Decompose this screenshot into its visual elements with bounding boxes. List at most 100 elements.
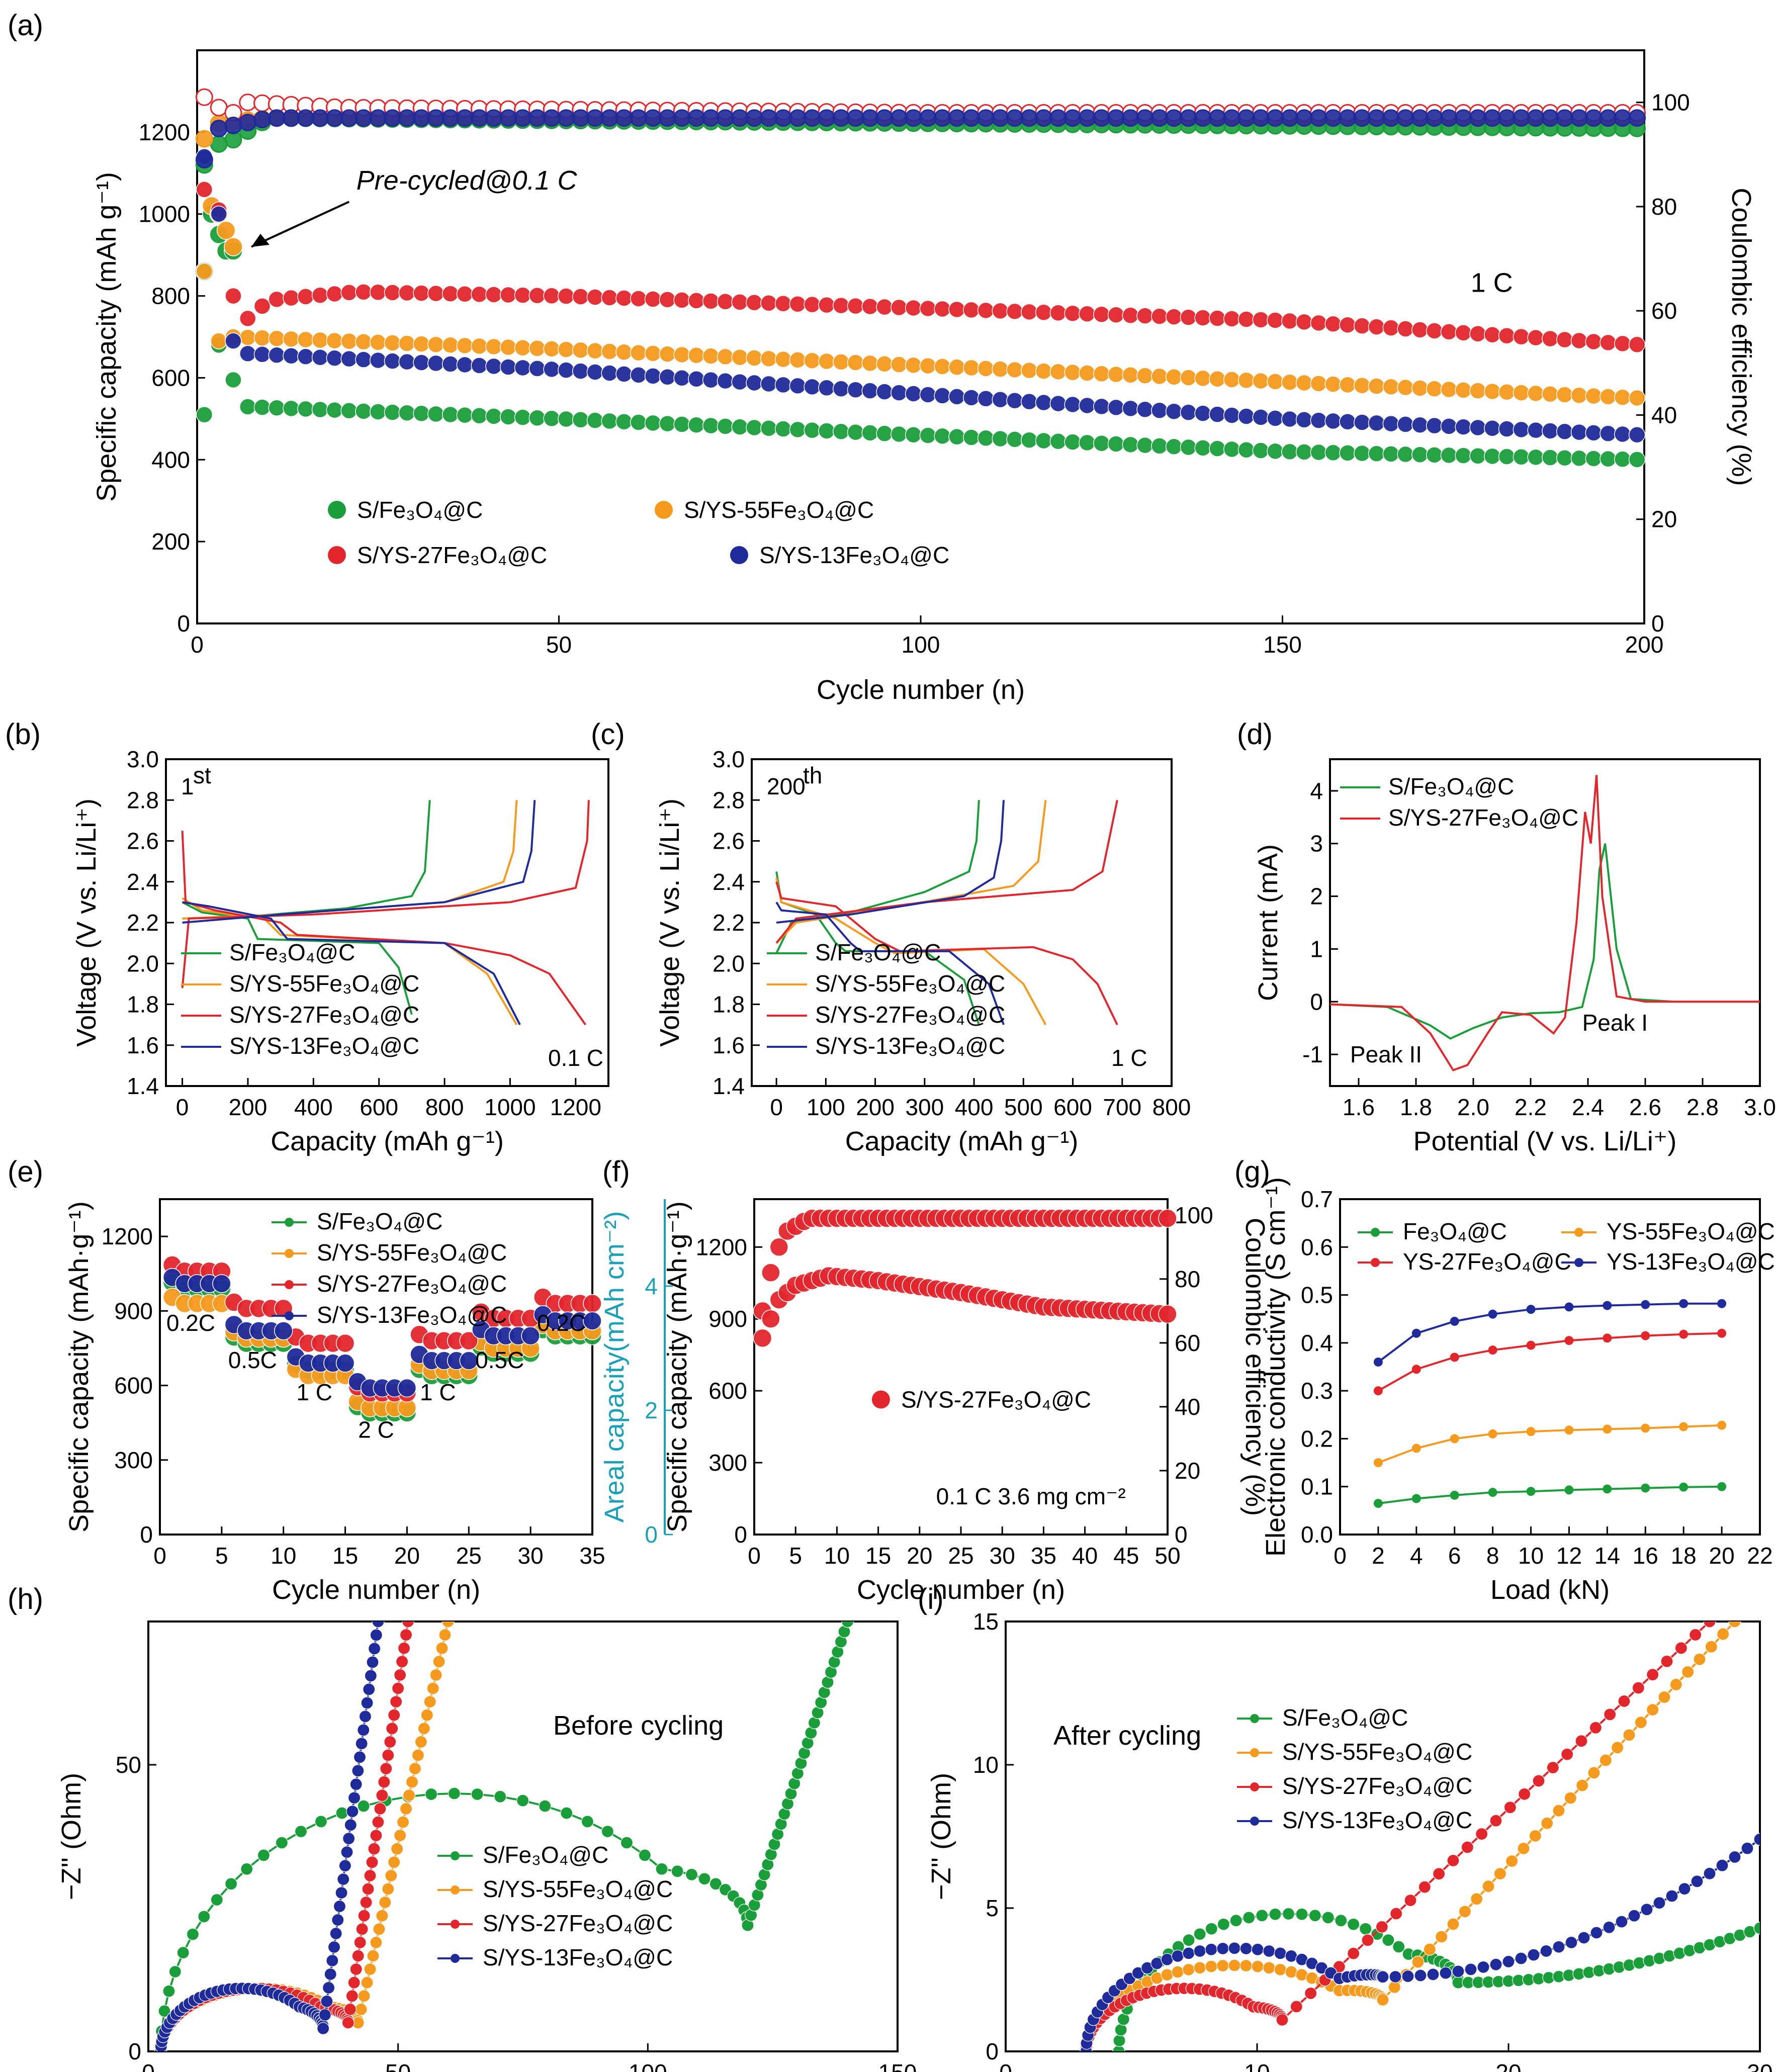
capacity-point: [1455, 447, 1472, 464]
x-tick-label: 200: [229, 1094, 268, 1120]
nyquist-point: [1653, 1897, 1666, 1910]
y-tick-label: 2.6: [713, 828, 745, 854]
capacity-point: [1310, 314, 1327, 332]
capacity-point: [586, 342, 604, 359]
capacity-point: [891, 356, 908, 373]
efficiency-point: [774, 109, 792, 127]
capacity-point: [1527, 385, 1544, 402]
efficiency-point: [861, 109, 879, 127]
y2-tick-label: 40: [1651, 402, 1677, 428]
nyquist-point: [1375, 1920, 1388, 1934]
y-tick-label: 1.6: [127, 1032, 159, 1058]
nyquist-point: [1470, 1893, 1483, 1906]
nyquist-point: [1665, 1889, 1678, 1903]
capacity-point: [659, 345, 676, 363]
efficiency-point: [311, 109, 329, 127]
capacity-point: [717, 293, 734, 310]
y-tick-label: 0.7: [1301, 1186, 1333, 1212]
capacity-point: [818, 296, 835, 314]
capacity-point: [891, 425, 908, 443]
capacity-point: [586, 412, 604, 429]
capacity-point: [731, 373, 748, 391]
capacity-point: [1354, 317, 1371, 334]
efficiency-point: [1527, 109, 1545, 127]
nyquist-point: [351, 1949, 365, 1962]
capacity-point: [1180, 438, 1197, 456]
conductivity-point: [1450, 1490, 1459, 1500]
capacity-point: [1513, 384, 1530, 401]
capacity-point: [832, 423, 850, 440]
capacity-point: [297, 400, 314, 418]
y2-tick-label: 20: [1651, 506, 1677, 532]
y-tick-label: 300: [114, 1447, 153, 1473]
y2-tick-label: 0: [1175, 1521, 1188, 1548]
capacity-point: [673, 292, 690, 309]
capacity-point: [514, 359, 531, 377]
y2-axis-label: Coulombic efficiency (%): [1240, 1218, 1270, 1516]
capacity-point: [500, 286, 517, 304]
rate-point: [274, 1321, 293, 1340]
x-tick-label: 600: [1053, 1094, 1092, 1120]
y-tick-label: 600: [114, 1373, 153, 1399]
nyquist-point: [1517, 1842, 1530, 1855]
capacity-point: [326, 349, 343, 367]
capacity-point: [702, 347, 720, 365]
efficiency-point: [1382, 109, 1400, 127]
efficiency-point: [427, 109, 445, 127]
capacity-point: [500, 408, 517, 425]
nyquist-point: [1216, 1959, 1229, 1972]
nyquist-point: [1423, 1943, 1436, 1956]
nyquist-point: [1587, 1766, 1601, 1779]
nyquist-point: [364, 1669, 377, 1682]
capacity-point: [717, 418, 734, 435]
nyquist-point: [1540, 1944, 1553, 1958]
x-tick-label: 0: [153, 1543, 166, 1569]
nyquist-point: [1404, 1894, 1417, 1907]
y-tick-label: 2.2: [127, 910, 159, 936]
capacity-point: [253, 329, 271, 346]
x-tick-label: 0: [142, 2059, 155, 2072]
capacity-point: [1064, 364, 1081, 381]
capacity-point: [1484, 447, 1501, 465]
nyquist-point: [471, 1787, 484, 1801]
y-axis-label: −Z'' (Ohm): [926, 1773, 956, 1900]
efficiency-point: [1237, 109, 1256, 127]
x-axis-label: Capacity (mAh g⁻¹): [845, 1126, 1079, 1156]
nyquist-point: [1452, 1965, 1465, 1978]
nyquist-point: [408, 1762, 422, 1775]
y-axis-label: Voltage (V vs. Li/Li⁺): [655, 798, 685, 1047]
capacity-point: [1498, 448, 1516, 465]
nyquist-point: [353, 1751, 367, 1764]
cv-curve: [1329, 843, 1760, 1040]
capacity-point: [1151, 437, 1168, 455]
nyquist-point: [210, 1893, 223, 1907]
legend-marker: [285, 1218, 294, 1227]
x-tick-label: 20: [1495, 2059, 1521, 2072]
capacity-point: [413, 405, 430, 422]
efficiency-point: [1584, 109, 1603, 127]
capacity-point: [384, 352, 401, 370]
x-tick-label: 25: [948, 1543, 973, 1569]
capacity-point: [1354, 377, 1371, 394]
nyquist-point: [1205, 1960, 1218, 1973]
capacity-point: [847, 297, 864, 315]
capacity-point: [1513, 448, 1530, 466]
x-tick-label: 0: [191, 632, 204, 658]
capacity-point: [210, 205, 227, 223]
capacity-point: [1354, 414, 1371, 431]
capacity-point: [601, 365, 618, 382]
capacity-point: [1295, 374, 1313, 392]
conductivity-line: [1377, 1332, 1722, 1392]
capacity-point: [992, 391, 1009, 408]
efficiency-point: [1512, 109, 1530, 127]
conductivity-point: [1526, 1340, 1536, 1350]
capacity-point: [1209, 310, 1226, 327]
legend-marker: [285, 1249, 294, 1258]
nyquist-point: [326, 1954, 339, 1967]
capacity-point: [1093, 365, 1110, 383]
nyquist-point: [168, 1965, 182, 1978]
rate-label: 1 C: [1471, 267, 1513, 298]
legend-label: YS-27Fe₃O₄@C: [1403, 1248, 1571, 1275]
capacity-point: [311, 401, 329, 418]
capacity-point: [370, 334, 387, 351]
